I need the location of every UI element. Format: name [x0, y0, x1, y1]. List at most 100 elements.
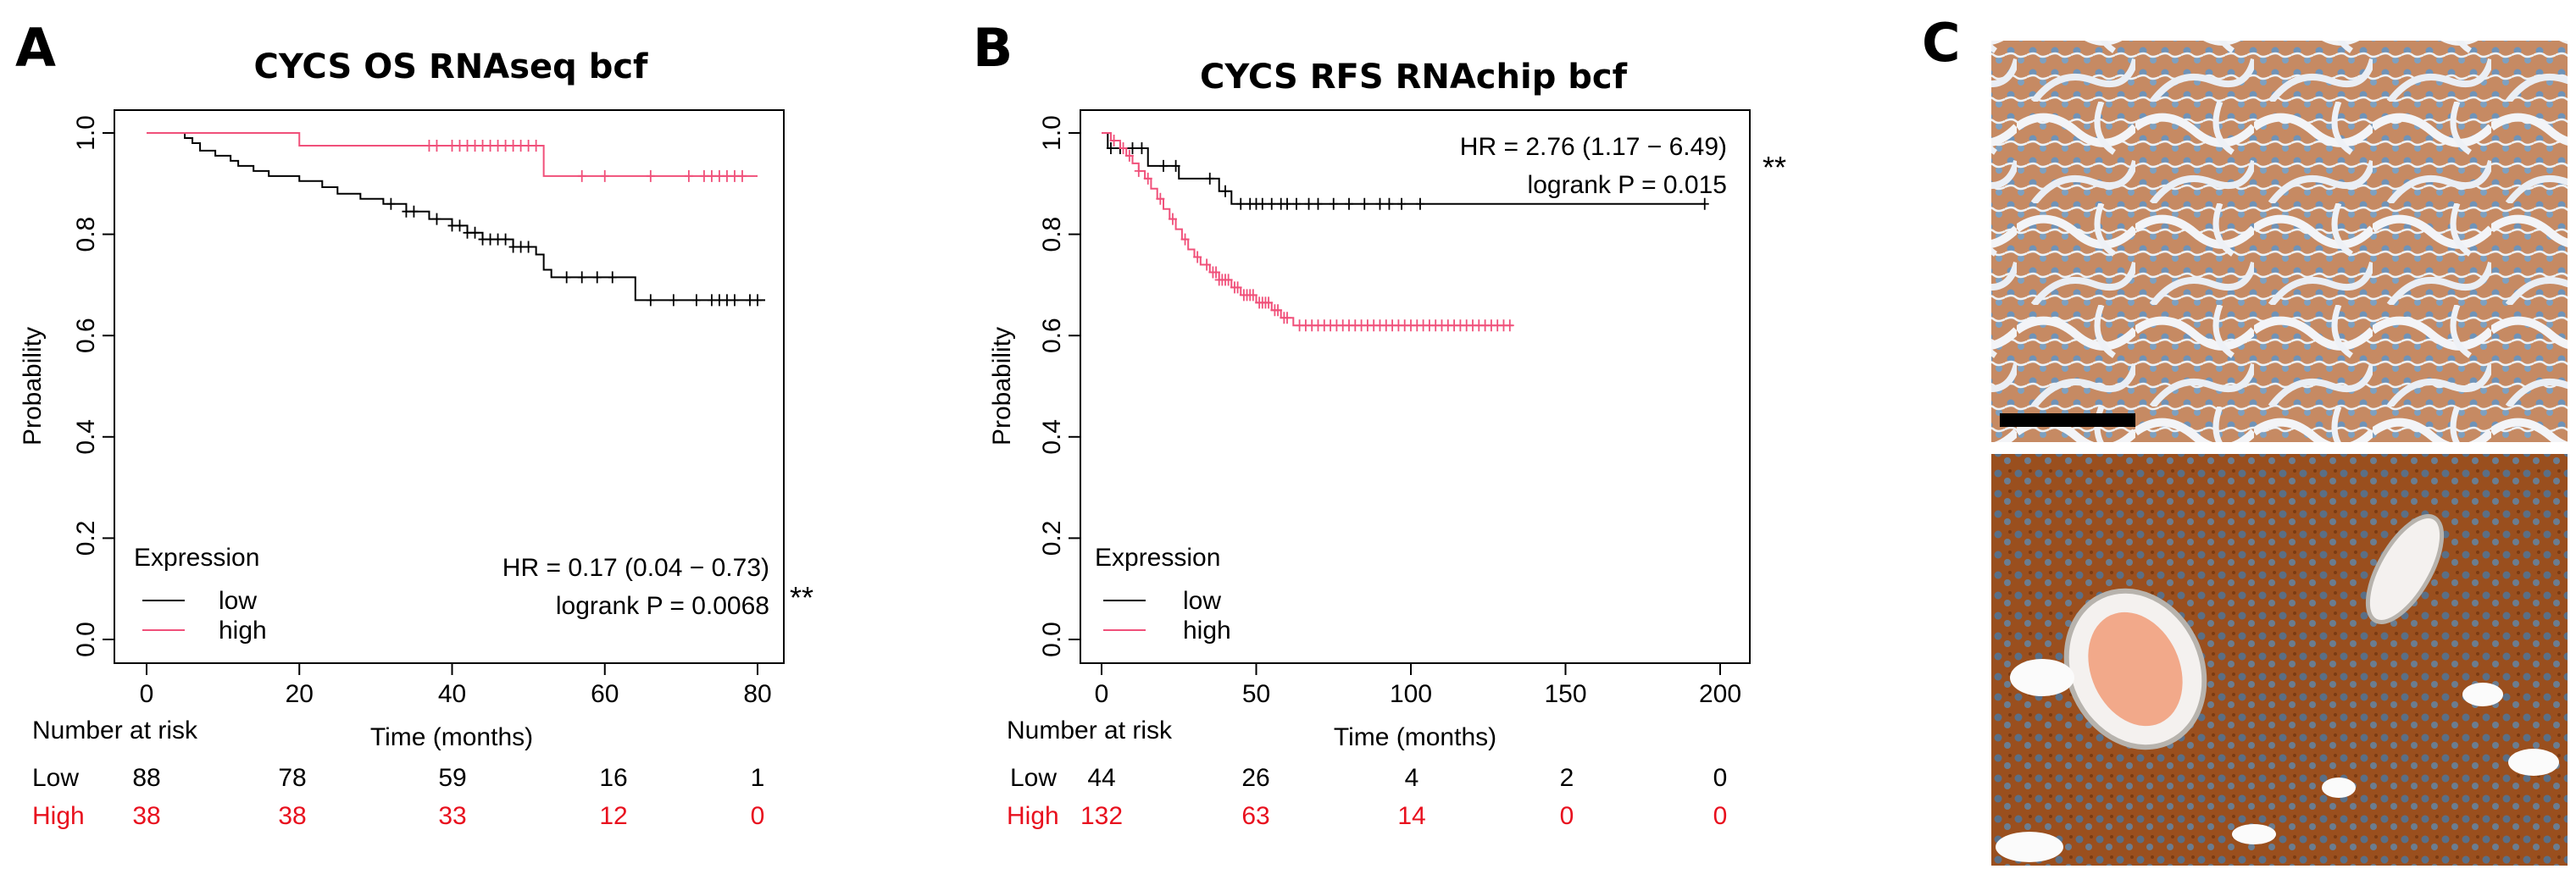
- risk-value-high: 38: [132, 802, 160, 830]
- risk-value-low: 4: [1405, 764, 1419, 792]
- censor-mark-high: [425, 139, 434, 152]
- risk-values-b: 44 26 4 2 0 132 63 14 0 0: [1080, 764, 1727, 830]
- censor-mark-low: [646, 294, 655, 307]
- km-curves-b: [1102, 132, 1709, 332]
- x-tick-label: 60: [591, 680, 619, 708]
- risk-row-label-low-a: Low: [32, 764, 79, 792]
- censor-mark-high: [707, 169, 716, 182]
- censor-mark-high: [447, 139, 457, 152]
- risk-row-label-high-a: High: [32, 802, 85, 830]
- censor-mark-low: [1291, 197, 1301, 210]
- plot-frame-a: [114, 109, 785, 664]
- censor-mark-low: [1267, 197, 1276, 210]
- censor-mark-low: [463, 226, 472, 239]
- ihc-image-weak-staining: [1991, 41, 2568, 442]
- censor-mark-high: [1283, 312, 1291, 324]
- censor-mark-high: [531, 139, 541, 152]
- x-axis-label-b: Time (months): [1334, 723, 1496, 751]
- censor-mark-high: [646, 169, 655, 182]
- censor-mark-high: [1264, 296, 1274, 309]
- censor-mark-high: [1274, 304, 1283, 317]
- y-axis-a: 0.0 0.2 0.4 0.6 0.8 1.0: [72, 115, 114, 657]
- risk-value-low: 78: [278, 764, 306, 792]
- censor-mark-low: [524, 241, 533, 253]
- censor-mark-high: [1248, 289, 1257, 302]
- y-tick-label: 0.6: [72, 318, 100, 353]
- risk-value-high: 0: [1713, 802, 1728, 830]
- x-tick-label: 40: [438, 680, 466, 708]
- x-tick-label: 50: [1242, 680, 1270, 708]
- censor-mark-high: [432, 139, 441, 152]
- censor-mark-low: [402, 205, 411, 218]
- censor-mark-low: [577, 271, 586, 284]
- censor-mark-high: [1109, 134, 1119, 147]
- censor-mark-high: [1124, 149, 1134, 162]
- censor-mark-high: [455, 139, 464, 152]
- y-tick-label: 0.6: [1038, 318, 1066, 353]
- y-tick-label: 0.4: [72, 419, 100, 455]
- censor-mark-high: [493, 139, 502, 152]
- censor-mark-low: [707, 294, 716, 307]
- km-curve-low: [1102, 132, 1705, 205]
- censor-mark-low: [1700, 197, 1709, 210]
- censor-mark-high: [478, 139, 487, 152]
- legend-title-a: Expression: [134, 544, 259, 572]
- censor-mark-low: [1283, 197, 1291, 210]
- panel-letter-c: C: [1922, 12, 1961, 74]
- censor-mark-low: [669, 294, 678, 307]
- censor-mark-high: [1202, 258, 1212, 271]
- hazard-ratio-b: HR = 2.76 (1.17 − 6.49): [1460, 133, 1727, 161]
- legend-entry-high-b: high: [1183, 617, 1231, 645]
- y-tick-label: 0.0: [72, 622, 100, 657]
- censor-mark-low: [409, 205, 419, 218]
- censor-mark-low: [1159, 159, 1168, 172]
- censor-mark-low: [493, 233, 502, 246]
- censor-mark-high: [1233, 281, 1242, 294]
- censor-mark-high: [1224, 274, 1233, 286]
- censor-mark-high: [1143, 172, 1152, 185]
- hazard-ratio-a: HR = 0.17 (0.04 − 0.73): [502, 554, 769, 582]
- censor-mark-low: [1360, 197, 1369, 210]
- panel-a: A CYCS OS RNAseq bcf 0.00.20.40.60.81.0 …: [15, 17, 813, 830]
- censor-mark-low: [1375, 197, 1385, 210]
- y-tick-label: 0.4: [1038, 419, 1066, 455]
- censor-mark-low: [1106, 141, 1115, 154]
- y-axis-label-b: Probability: [988, 327, 1016, 446]
- legend-b: Expression low high: [1095, 544, 1231, 645]
- risk-value-high: 14: [1397, 802, 1425, 830]
- km-curve-high: [1102, 132, 1513, 327]
- x-axis-a: 0 20 40 60 80: [140, 663, 772, 708]
- censor-mark-low: [516, 241, 525, 253]
- censor-mark-high: [737, 169, 747, 182]
- censor-mark-low: [1137, 141, 1146, 154]
- censor-mark-low: [501, 233, 510, 246]
- censor-mark-high: [463, 139, 472, 152]
- vessel-lumen-right: [2365, 514, 2445, 624]
- plot-frame-b: [1080, 109, 1751, 664]
- km-curve-low: [147, 132, 766, 302]
- censor-mark-low: [1329, 197, 1338, 210]
- km-curves-a: [147, 132, 766, 307]
- censor-mark-low: [722, 294, 731, 307]
- censor-mark-high: [600, 169, 609, 182]
- censor-mark-low: [1345, 197, 1353, 210]
- significance-stars-b: **: [1763, 150, 1786, 185]
- censor-mark-low: [1128, 141, 1137, 154]
- risk-value-high: 0: [751, 802, 765, 830]
- censor-mark-low: [508, 241, 518, 253]
- censor-mark-low: [1385, 197, 1394, 210]
- censor-mark-low: [1236, 197, 1246, 210]
- legend-entry-low-b: low: [1183, 587, 1221, 615]
- y-tick-label: 0.2: [72, 521, 100, 556]
- logrank-p-b: logrank P = 0.015: [1528, 171, 1727, 199]
- y-tick-label: 0.8: [72, 217, 100, 252]
- risk-value-low: 16: [599, 764, 627, 792]
- risk-header-b: Number at risk: [1007, 717, 1173, 744]
- censor-mark-high: [508, 139, 518, 152]
- risk-value-low: 26: [1241, 764, 1269, 792]
- censor-mark-high: [1168, 213, 1177, 225]
- x-tick-label: 0: [1095, 680, 1109, 708]
- censor-mark-low: [1415, 197, 1424, 210]
- y-axis-b: 0.0 0.2 0.4 0.6 0.8 1.0: [1038, 115, 1080, 657]
